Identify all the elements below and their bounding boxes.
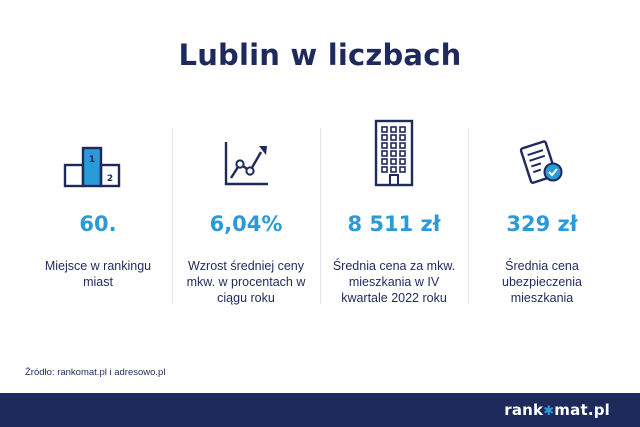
rankomat-logo[interactable]: rank✱mat.pl <box>504 401 610 419</box>
logo-text-end: mat.pl <box>554 401 610 419</box>
building-window <box>381 134 388 141</box>
stat-label: Miejsce w rankingu miast <box>44 259 152 289</box>
building-window <box>390 142 397 149</box>
building-window <box>399 158 406 165</box>
stat-value: 8 511 zł <box>347 212 441 236</box>
podium-second-label: 2 <box>107 174 113 184</box>
stat-label: Średnia cena za mkw. mieszkania w IV kwa… <box>332 259 456 305</box>
building-window <box>381 150 388 157</box>
stat-price-per-sqm: 8 511 zł Średnia cena za mkw. mieszkania… <box>320 119 468 310</box>
insurance-document-icon <box>468 120 616 188</box>
logo-text-start: rank <box>504 401 544 419</box>
stat-value: 6,04% <box>209 212 283 236</box>
footer-bar: rank✱mat.pl <box>0 393 640 427</box>
page-title: Lublin w liczbach <box>178 38 462 72</box>
stat-label: Wzrost średniej ceny mkw. w procentach w… <box>186 259 306 305</box>
stat-price-growth: 6,04% Wzrost średniej ceny mkw. w procen… <box>172 120 320 310</box>
logo-star-icon: ✱ <box>543 404 555 419</box>
building-window <box>381 126 388 133</box>
building-window <box>399 142 406 149</box>
source-note: Źródło: rankomat.pl i adresowo.pl <box>25 367 166 378</box>
stats-row: 1 2 60. Miejsce w rankingu miast 6,04% W… <box>24 119 616 310</box>
podium-icon: 1 2 <box>24 120 172 188</box>
podium-first-label: 1 <box>89 155 95 165</box>
building-window <box>381 142 388 149</box>
building-window <box>399 166 406 173</box>
building-window <box>399 150 406 157</box>
building-window <box>399 134 406 141</box>
building-window <box>381 166 388 173</box>
stat-value: 60. <box>79 212 117 236</box>
stat-label: Średnia cena ubezpieczenia mieszkania <box>502 259 582 305</box>
growth-chart-icon <box>172 120 320 188</box>
building-window <box>381 158 388 165</box>
stat-insurance: 329 zł Średnia cena ubezpieczenia mieszk… <box>468 120 616 310</box>
stat-ranking: 1 2 60. Miejsce w rankingu miast <box>24 120 172 310</box>
building-window <box>399 126 406 133</box>
building-window <box>390 158 397 165</box>
building-window <box>390 134 397 141</box>
building-window <box>390 126 397 133</box>
building-window <box>390 166 397 173</box>
building-window <box>390 150 397 157</box>
stat-value: 329 zł <box>506 212 578 236</box>
apartment-building-icon <box>320 119 468 188</box>
